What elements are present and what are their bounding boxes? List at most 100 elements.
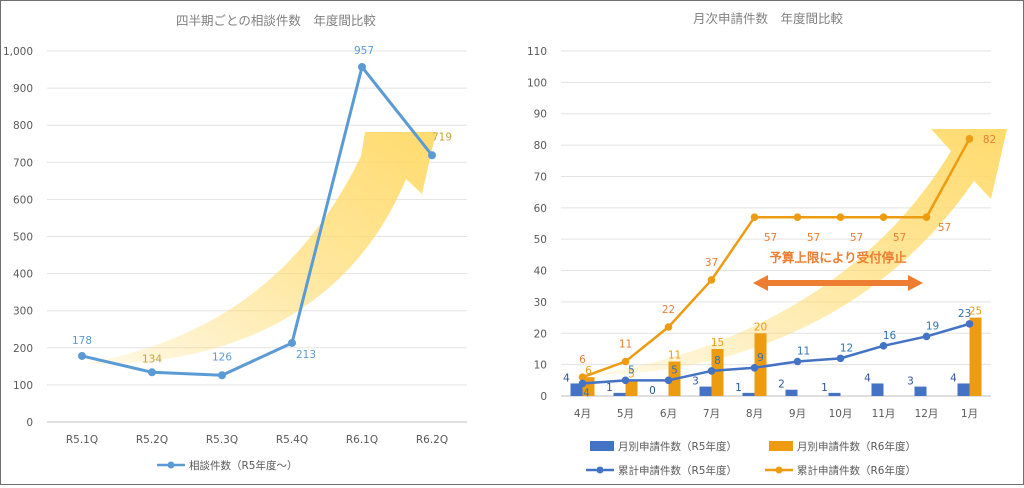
left-series: 178 134 126 213 957 719 [72, 45, 452, 380]
right-x-tick: 11月 [872, 408, 896, 420]
cumulative-r5-point [750, 363, 759, 372]
consultations-point [78, 351, 86, 360]
bar-r6-data-label: 20 [754, 321, 767, 333]
right-x-tick: 9月 [789, 408, 806, 420]
bar-r5-data-label: 1 [606, 382, 613, 394]
consultations-data-label: 213 [296, 349, 316, 361]
bar-r5-data-label: 1 [821, 382, 828, 394]
bar-r6 [711, 348, 724, 396]
cumulative-r6-data-label: 6 [579, 354, 586, 366]
right-legend: 月別申請件数（R5年度） 月別申請件数（R6年度） 累計申請件数（R5年度） 累… [586, 440, 916, 477]
bar-r5-data-label: 0 [649, 385, 656, 397]
cumulative-r5-data-label: 19 [926, 320, 939, 332]
cumulative-r6-data-label: 57 [938, 222, 951, 234]
bar-r5-data-label: 2 [778, 379, 785, 391]
cumulative-r5-line [582, 322, 970, 385]
left-y-tick: 600 [13, 194, 33, 206]
left-trend-arrow [83, 132, 436, 365]
cumulative-r5-point [707, 367, 716, 375]
right-x-tick: 12月 [915, 408, 939, 420]
bar-r5 [957, 383, 970, 396]
cumulative-r6-point [965, 135, 974, 143]
left-x-tick: R5.3Q [206, 434, 238, 446]
legend-bar-r5 [590, 441, 614, 451]
bar-r6-data-label: 15 [711, 337, 724, 349]
right-y-tick: 0 [540, 391, 547, 403]
cumulative-r6-data-label: 82 [983, 134, 996, 146]
legend-label-bar-r6: 月別申請件数（R6年度） [797, 440, 916, 453]
bar-r5 [828, 392, 841, 396]
consultations-line [81, 65, 434, 377]
bar-r6-data-label: 25 [969, 306, 982, 318]
right-y-tick: 70 [534, 171, 547, 183]
bar-r5 [570, 383, 583, 396]
left-x-axis: R5.1Q R5.2Q R5.3Q R5.4Q R6.1Q R6.2Q [66, 434, 448, 446]
right-y-tick: 10 [534, 360, 547, 372]
bar-r5-data-label: 1 [735, 382, 742, 394]
left-x-tick: R5.1Q [66, 434, 98, 446]
cumulative-r5-point [965, 320, 974, 328]
left-legend: 相談件数（R5年度～） [157, 459, 297, 472]
consultations-point [358, 62, 366, 71]
bar-r5-data-label: 4 [950, 372, 957, 384]
cumulative-r6-point [836, 213, 845, 222]
consultations-data-label: 719 [432, 131, 452, 143]
right-y-tick: 60 [534, 203, 547, 215]
stop-annotation-text: 予算上限により受付停止 [769, 250, 907, 265]
cumulative-r6-point [879, 213, 888, 222]
left-y-tick: 1,000 [3, 46, 33, 58]
bar-r5-data-label: 4 [563, 372, 570, 384]
right-x-tick: 8月 [746, 408, 763, 420]
right-y-tick: 30 [534, 297, 547, 309]
bar-r6 [969, 317, 982, 396]
bar-r5-data-label: 3 [692, 376, 699, 388]
bar-r6-data-label: 5 [628, 368, 635, 380]
right-y-tick: 110 [527, 46, 547, 58]
cumulative-r5-point [836, 354, 845, 363]
consultations-point [288, 338, 296, 347]
cumulative-r6-point [922, 213, 931, 222]
cumulative-r6-point [621, 357, 630, 366]
bar-r5 [785, 389, 798, 396]
right-x-tick: 10月 [829, 408, 853, 420]
right-y-tick: 50 [534, 234, 547, 246]
bar-r6-data-label: 11 [668, 350, 681, 362]
left-y-tick: 400 [13, 269, 33, 281]
legend-bar-r6 [769, 441, 793, 451]
bar-r5-data-label: 4 [864, 372, 871, 384]
bar-r5 [613, 392, 626, 396]
left-chart-title: 四半期ごとの相談件数 年度間比較 [176, 13, 376, 28]
right-x-tick: 4月 [574, 408, 591, 420]
left-x-tick: R6.1Q [346, 434, 378, 446]
consultations-data-label: 957 [354, 45, 374, 57]
cumulative-r5-data-label: 11 [797, 346, 810, 358]
left-y-axis: 0 100 200 300 400 500 600 700 800 900 1,000 [3, 46, 33, 429]
cumulative-r6-point [578, 373, 587, 381]
legend-label-bar-r5: 月別申請件数（R5年度） [618, 440, 737, 453]
right-y-tick: 40 [534, 266, 547, 278]
cumulative-r5-point [879, 342, 888, 350]
left-chart: 四半期ごとの相談件数 年度間比較 0 100 200 300 400 500 600 700 8… [3, 13, 467, 472]
cumulative-r6-point [707, 276, 716, 284]
consultations-point [218, 371, 226, 380]
right-chart-title: 月次申請件数 年度間比較 [693, 11, 844, 26]
stop-annotation: 予算上限により受付停止 [753, 250, 923, 291]
right-y-tick: 20 [534, 328, 547, 340]
cumulative-r5-data-label: 23 [958, 308, 971, 320]
left-y-tick: 100 [13, 380, 33, 392]
right-y-tick: 80 [534, 140, 547, 152]
right-y-tick: 90 [534, 109, 547, 121]
stop-annotation-arrow [753, 275, 923, 291]
cumulative-r5-point [621, 376, 630, 385]
bar-r6 [754, 333, 767, 396]
right-x-tick: 5月 [617, 408, 634, 420]
cumulative-r6-data-label: 57 [807, 232, 820, 244]
cumulative-r5-data-label: 9 [757, 352, 764, 364]
legend-dot-marker [167, 461, 175, 469]
left-y-tick: 900 [13, 83, 33, 95]
left-x-tick: R5.2Q [136, 434, 168, 446]
cumulative-r6-data-label: 57 [893, 232, 906, 244]
